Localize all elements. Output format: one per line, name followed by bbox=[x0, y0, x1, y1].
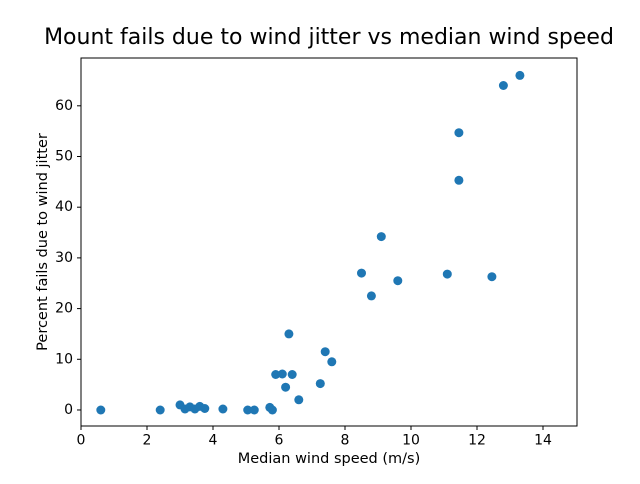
x-tick-label: 2 bbox=[143, 433, 152, 449]
data-point bbox=[277, 369, 287, 379]
data-point bbox=[454, 128, 464, 138]
data-point bbox=[393, 276, 403, 286]
y-tick-label: 30 bbox=[55, 250, 73, 266]
data-point bbox=[287, 370, 297, 379]
data-point bbox=[515, 70, 525, 80]
points-layer bbox=[96, 70, 525, 415]
y-tick-label: 10 bbox=[55, 351, 73, 367]
y-tick-label: 0 bbox=[64, 402, 73, 418]
data-point bbox=[442, 269, 452, 279]
x-tick-label: 8 bbox=[341, 433, 350, 449]
data-point bbox=[284, 329, 294, 339]
data-point bbox=[327, 357, 337, 367]
data-point bbox=[243, 405, 253, 415]
x-tick-label: 14 bbox=[534, 433, 552, 449]
data-point bbox=[218, 404, 228, 414]
data-point bbox=[366, 291, 376, 301]
y-axis-ticks: 0 10 20 30 40 50 60 bbox=[55, 98, 81, 418]
data-point bbox=[155, 405, 165, 415]
x-tick-label: 12 bbox=[468, 433, 486, 449]
data-point bbox=[200, 404, 210, 413]
x-tick-label: 6 bbox=[275, 433, 284, 449]
data-point bbox=[267, 405, 277, 415]
axes-spines bbox=[80, 57, 578, 427]
data-point bbox=[376, 232, 386, 242]
y-tick-label: 50 bbox=[55, 149, 73, 165]
x-tick-label: 0 bbox=[77, 433, 86, 449]
data-point bbox=[294, 395, 304, 405]
plot-background bbox=[81, 58, 577, 426]
data-point bbox=[498, 81, 508, 90]
y-tick-label: 40 bbox=[55, 199, 73, 215]
data-point bbox=[281, 382, 291, 392]
y-axis-label: Percent fails due to wind jitter bbox=[35, 133, 51, 351]
data-point bbox=[320, 347, 330, 357]
data-point bbox=[454, 175, 464, 185]
data-point bbox=[249, 405, 259, 415]
y-tick-label: 60 bbox=[55, 98, 73, 114]
data-point bbox=[487, 272, 497, 282]
data-point bbox=[96, 405, 106, 415]
x-tick-label: 10 bbox=[402, 433, 420, 449]
data-point bbox=[357, 268, 366, 278]
x-tick-label: 4 bbox=[209, 433, 218, 449]
chart-title: Mount fails due to wind jitter vs median… bbox=[44, 25, 614, 50]
y-tick-label: 20 bbox=[55, 301, 73, 317]
data-point bbox=[315, 379, 325, 389]
x-axis-ticks: 0 2 4 6 8 10 12 14 bbox=[77, 426, 552, 449]
x-axis-label: Median wind speed (m/s) bbox=[238, 451, 421, 467]
data-point bbox=[271, 370, 281, 379]
